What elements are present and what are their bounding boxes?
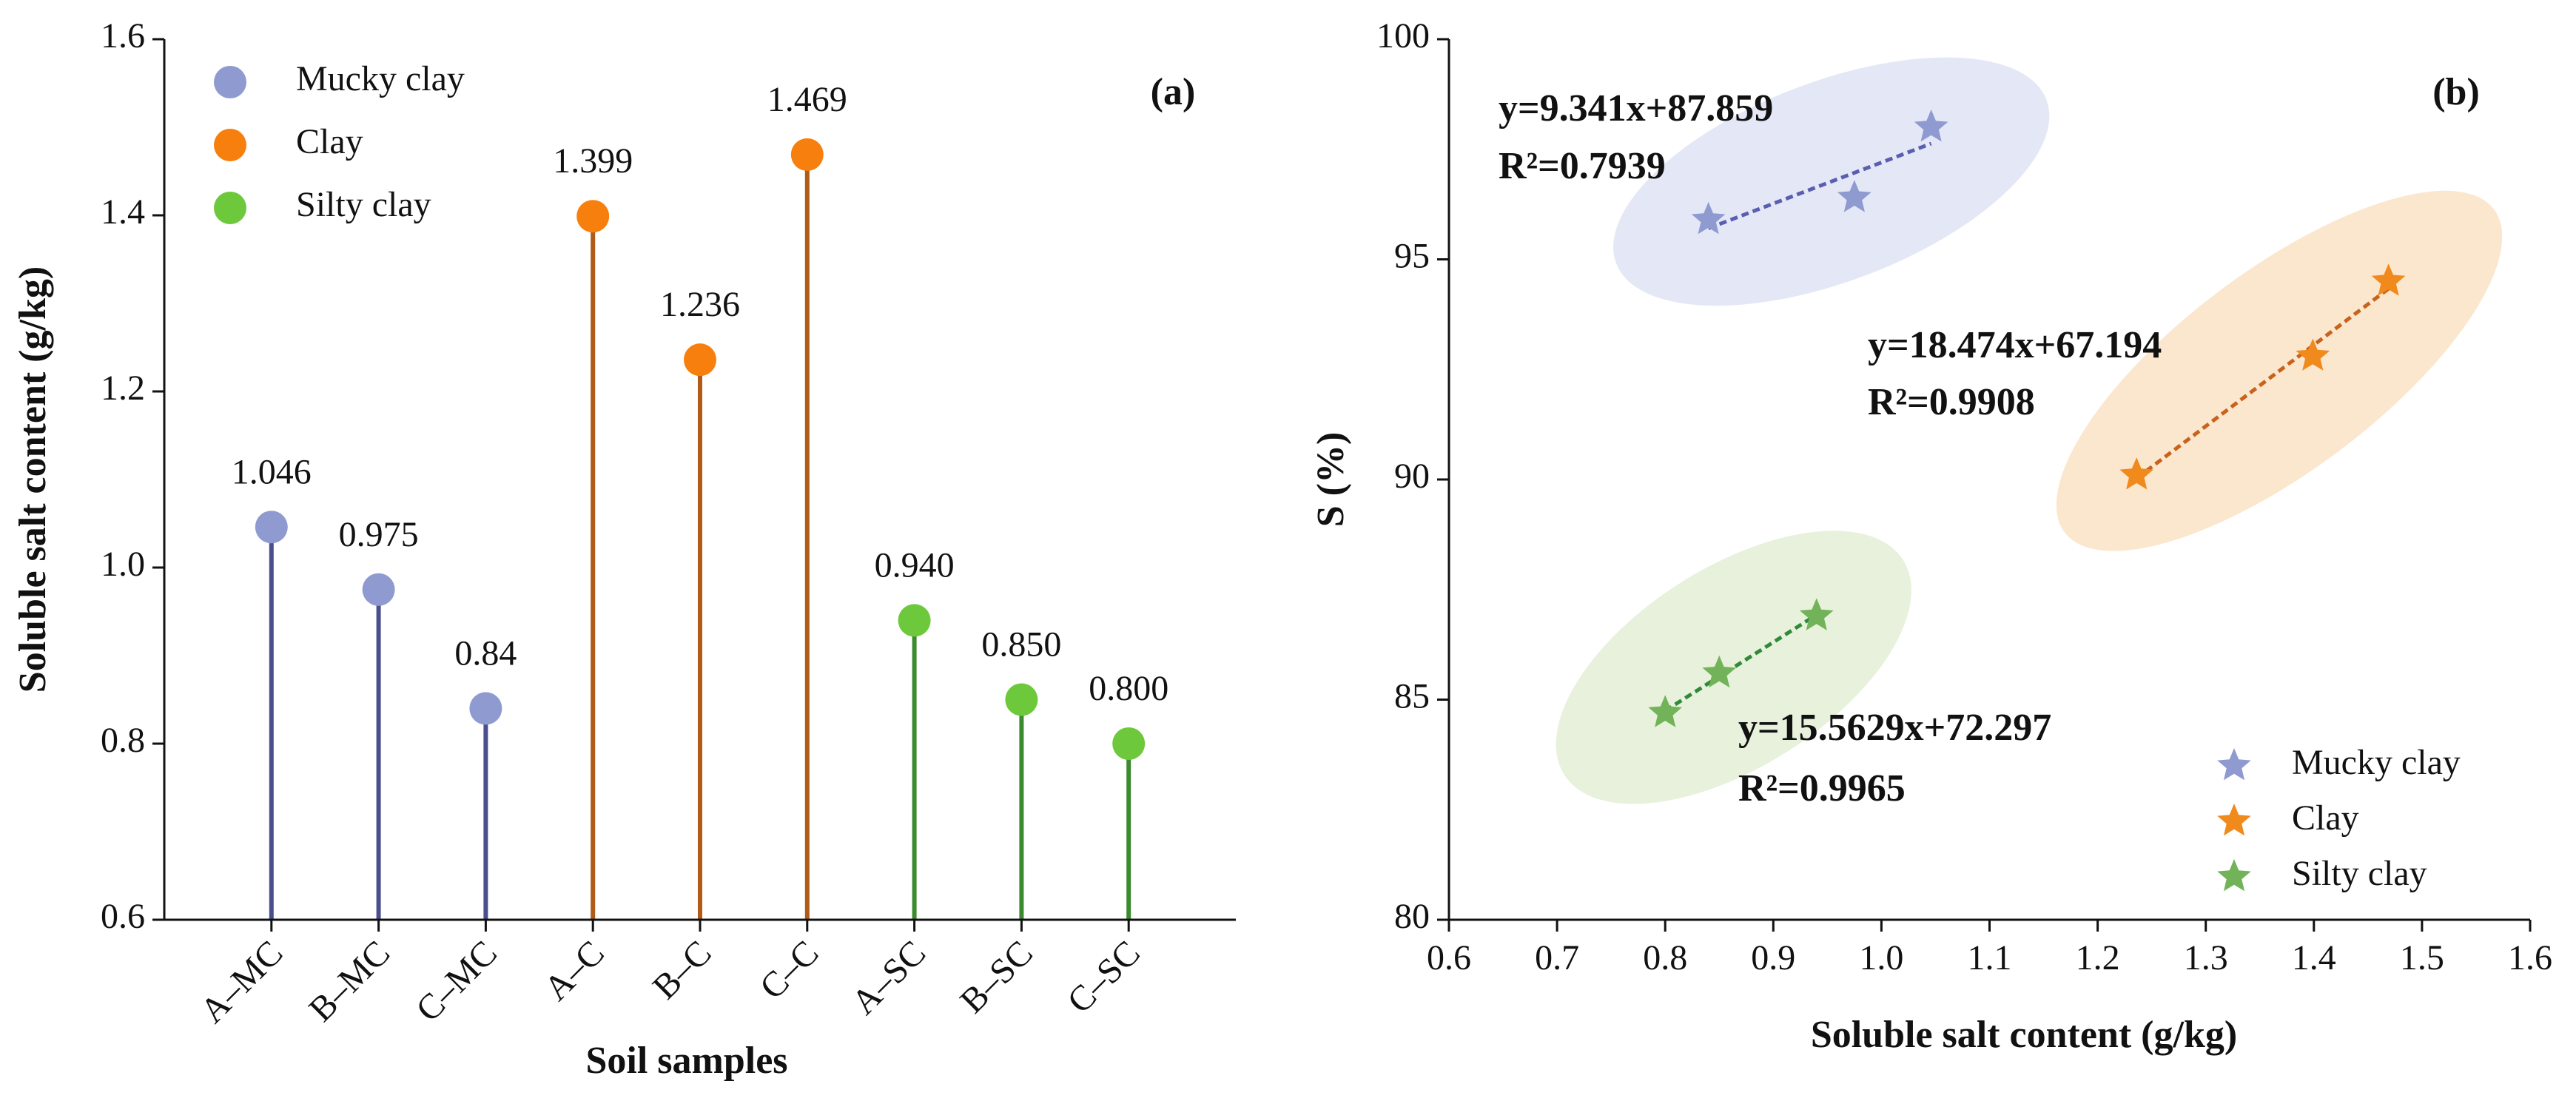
y-tick-label: 1.6 [101,16,145,55]
marker [790,138,824,171]
trendline [1707,141,1932,230]
x-tick-label: 0.8 [1643,938,1687,977]
equation: y=18.474x+67.194 [1868,324,2162,366]
marker [898,604,931,637]
y-tick-label: 0.8 [101,721,145,760]
x-tick-label: 1.2 [2076,938,2120,977]
legend-label: Clay [2292,798,2359,838]
legend-label: Mucky clay [296,59,465,98]
trendline [1664,613,1818,713]
legend-marker [214,66,246,98]
star-marker [2296,338,2330,371]
x-tick-label: C–SC [1060,933,1148,1021]
r-squared: R²=0.9965 [1738,767,1906,810]
y-tick-label: 1.0 [101,545,145,584]
star-marker [1691,201,1726,235]
x-tick-label: 1.4 [2292,938,2336,977]
x-tick-label: A–MC [193,933,291,1031]
star-marker [2371,263,2406,296]
x-tick-label: 1.0 [1859,938,1903,977]
x-tick-label: 0.6 [1427,938,1471,977]
star-marker [1837,180,1872,212]
marker [576,200,610,233]
marker [255,511,288,544]
x-tick-label: 0.9 [1751,938,1795,977]
legend-marker [2217,859,2251,892]
y-tick-label: 1.4 [101,192,145,232]
value-label: 0.940 [875,545,955,585]
legend-marker [2217,804,2251,836]
y-tick-label: 85 [1394,677,1430,716]
y-tick-label: 0.6 [101,897,145,936]
marker [1112,727,1146,760]
cluster-ellipse [1556,531,1911,804]
y-axis-title: Soluble salt content (g/kg) [12,266,54,693]
x-axis-title: Soil samples [585,1040,787,1082]
value-label: 0.84 [454,633,517,673]
legend-marker [2217,748,2251,781]
star-marker [2119,457,2153,490]
y-tick-label: 90 [1394,457,1430,496]
y-tick-label: 95 [1394,237,1430,276]
x-tick-label: 1.5 [2400,938,2444,977]
equation: y=9.341x+87.859 [1499,87,1773,129]
star-marker [1702,655,1737,688]
legend-marker [214,192,246,224]
x-tick-label: 1.3 [2184,938,2228,977]
value-label: 0.800 [1089,669,1168,708]
marker [469,692,502,725]
value-label: 1.236 [660,285,740,324]
x-tick-label: B–MC [301,933,397,1029]
legend-label: Mucky clay [2292,743,2461,782]
panel-label: (b) [2432,71,2480,113]
x-axis-title: Soluble salt content (g/kg) [1811,1014,2237,1056]
x-tick-label: 0.7 [1535,938,1579,977]
r-squared: R²=0.9908 [1868,381,2035,423]
marker [1005,683,1038,716]
y-tick-label: 100 [1376,16,1430,55]
x-tick-label: 1.1 [1968,938,2012,977]
value-label: 1.399 [553,141,633,181]
x-tick-label: B–C [645,933,719,1007]
value-label: 1.469 [767,80,847,119]
star-marker [1648,695,1682,727]
legend-label: Clay [296,122,363,161]
legend-label: Silty clay [296,185,431,224]
x-tick-label: A–SC [844,933,933,1022]
x-tick-label: A–C [537,933,612,1009]
y-tick-label: 80 [1394,897,1430,936]
r-squared: R²=0.7939 [1499,145,1666,187]
marker [362,573,395,606]
value-label: 0.975 [339,515,419,554]
y-axis-title: S (%) [1310,432,1352,528]
x-tick-label: C–C [753,933,827,1007]
star-marker [1799,598,1834,630]
legend-marker [214,129,246,161]
x-tick-label: B–SC [952,933,1040,1021]
x-tick-label: C–MC [408,933,505,1029]
trendline [2135,287,2390,480]
value-label: 0.850 [981,625,1061,664]
value-label: 1.046 [232,452,312,491]
marker [684,343,716,377]
y-tick-label: 1.2 [101,368,145,408]
star-marker [1914,110,1948,142]
panel-label: (a) [1151,71,1196,113]
x-tick-label: 1.6 [2508,938,2552,977]
legend-label: Silty clay [2292,854,2427,893]
equation: y=15.5629x+72.297 [1738,707,2051,749]
